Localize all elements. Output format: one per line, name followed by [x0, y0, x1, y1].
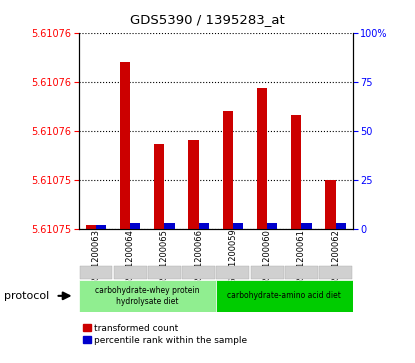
Text: carbohydrate-amino acid diet: carbohydrate-amino acid diet — [227, 291, 341, 300]
Bar — [217, 266, 249, 279]
Bar — [80, 266, 112, 279]
Bar — [86, 225, 96, 363]
Bar — [223, 111, 233, 363]
Bar — [291, 115, 301, 363]
Bar — [285, 266, 318, 279]
Bar — [257, 87, 267, 363]
Bar — [154, 144, 164, 363]
Bar — [164, 223, 175, 229]
Text: GDS5390 / 1395283_at: GDS5390 / 1395283_at — [130, 13, 285, 26]
Bar — [148, 266, 181, 279]
Bar — [336, 223, 346, 229]
Bar — [216, 280, 353, 312]
Bar — [199, 223, 209, 229]
Bar — [251, 266, 283, 279]
Text: protocol: protocol — [4, 291, 49, 301]
Bar — [79, 280, 216, 312]
Bar — [114, 266, 146, 279]
Bar — [182, 266, 215, 279]
Bar — [188, 140, 199, 363]
Bar — [267, 223, 278, 229]
Bar — [96, 225, 106, 229]
Bar — [325, 180, 336, 363]
Bar — [120, 62, 130, 363]
Bar — [130, 223, 140, 229]
Bar — [301, 223, 312, 229]
Bar — [319, 266, 352, 279]
Legend: transformed count, percentile rank within the sample: transformed count, percentile rank withi… — [83, 324, 247, 344]
Bar — [233, 223, 243, 229]
Text: carbohydrate-whey protein
hydrolysate diet: carbohydrate-whey protein hydrolysate di… — [95, 286, 200, 306]
